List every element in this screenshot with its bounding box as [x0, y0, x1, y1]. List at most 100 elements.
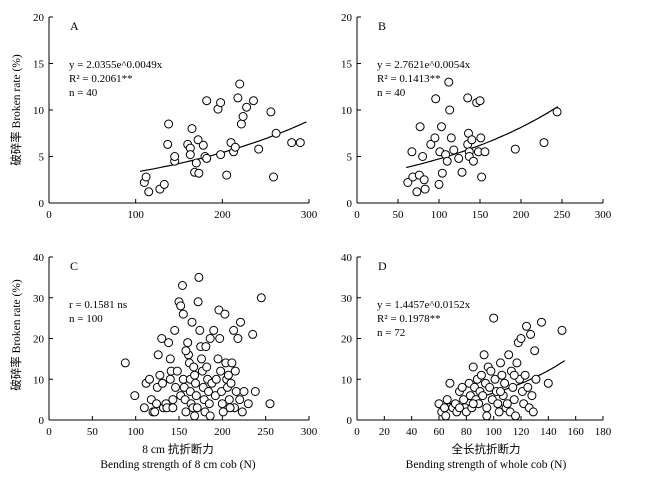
panel-b-x-tick-label: 200: [513, 209, 530, 221]
panel-c-data-point: [220, 309, 230, 319]
panel-a-data-point: [236, 119, 246, 129]
panel-c-data-point: [229, 325, 239, 335]
panel-b-y-tick-label: 10: [341, 105, 353, 117]
panel-d-data-point: [455, 403, 464, 413]
panel-a-letter: A: [70, 19, 79, 33]
panel-d-data-point: [516, 334, 526, 343]
panel-c-data-point: [183, 338, 193, 348]
panel-b-annotation-line: n = 40: [377, 87, 406, 99]
panel-a-data-point: [242, 102, 252, 112]
panel-c-data-point: [168, 403, 178, 413]
panel-c-x-tick-label: 150: [171, 426, 188, 438]
panel-c-data-point: [205, 334, 215, 343]
panel-c-data-point: [216, 366, 226, 376]
panel-c-data-point: [190, 411, 200, 421]
panel-a-annotation-line: y = 2.0355e^0.0049x: [69, 59, 163, 71]
panel-c-annotation-line: n = 100: [69, 313, 103, 325]
panel-b-data-point: [437, 122, 446, 132]
panel-a-data-point: [269, 172, 278, 182]
panel-b-data-point: [510, 144, 520, 154]
panel-c-data-point: [185, 387, 195, 396]
panel-d-data-point: [508, 382, 518, 392]
panel-c-data-point: [243, 399, 253, 409]
panel-a-data-point: [254, 144, 264, 154]
panel-b-data-point: [476, 133, 486, 143]
panel-b-letter: B: [378, 19, 386, 33]
panel-b-data-point: [437, 168, 447, 178]
panel-c-x-tick-label: 100: [127, 426, 144, 438]
panel-d-data-point: [494, 407, 504, 417]
panel-d-annotation-line: n = 72: [377, 327, 405, 339]
panel-c-data-point: [210, 391, 220, 401]
panel-d-data-point: [511, 411, 520, 421]
panel-a-x-tick-label: 100: [127, 209, 144, 221]
panel-c-data-point: [139, 403, 149, 413]
panel-b-x-tick-label: 0: [354, 209, 360, 221]
panel-a-x-tick-label: 200: [214, 209, 231, 221]
panel-a-data-point: [164, 119, 174, 129]
panel-d-data-point: [479, 350, 489, 360]
panel-d-data-point: [537, 317, 546, 327]
panel-a-data-point: [216, 98, 226, 108]
panel-b-data-point: [457, 167, 467, 177]
panel-d-data-point: [500, 378, 510, 388]
panel-d-data-point: [440, 403, 449, 413]
panel-a-data-point: [202, 96, 212, 106]
panel-d-data-point: [486, 366, 496, 376]
panel-a-y-tick-label: 5: [39, 152, 45, 164]
panel-c-data-point: [217, 387, 226, 396]
x-axis-label-left-en: Bending strength of 8 cm cob (N): [100, 459, 255, 471]
panel-a-data-point: [193, 135, 203, 145]
panel-d-y-tick-label: 40: [341, 252, 353, 264]
panel-c-data-point: [215, 334, 225, 343]
panel-a-data-point: [187, 124, 197, 134]
panel-d-data-point: [522, 321, 531, 331]
panel-d-data-point: [442, 395, 452, 405]
panel-b-x-tick-label: 50: [393, 209, 405, 221]
panel-c-data-point: [172, 366, 182, 376]
panel-c-annotation-line: r = 0.1581 ns: [69, 299, 127, 311]
panel-b-data-point: [475, 96, 485, 106]
panel-a-data-point: [230, 142, 240, 152]
panel-c-x-tick-label: 0: [46, 426, 52, 438]
panel-c-data-point: [168, 395, 178, 405]
panel-d-letter: D: [378, 259, 387, 273]
panel-a-data-point: [202, 153, 212, 163]
panel-a-data-point: [144, 187, 154, 197]
panel-d-data-point: [468, 362, 478, 372]
panel-a-data-point: [170, 152, 180, 161]
panel-d-annotation-line: y = 1.4457e^0.0152x: [377, 299, 471, 311]
panel-a-data-point: [159, 179, 169, 189]
panel-c-letter: C: [70, 259, 78, 273]
panel-c-data-point: [214, 305, 224, 315]
panel-c-data-point: [265, 399, 275, 409]
y-axis-label-top: 破碎率 Broken rate (%): [9, 54, 23, 166]
y-axis-label-bottom: 破碎率 Broken rate (%): [9, 279, 23, 391]
panel-c-data-point: [181, 407, 191, 417]
panel-a-data-point: [191, 158, 201, 168]
panel-c-data-point: [150, 407, 160, 417]
panel-d-data-point: [482, 411, 492, 421]
panel-c-data-point: [120, 358, 130, 368]
panel-c-data-point: [231, 387, 241, 396]
panel-d-data-point: [509, 370, 519, 380]
panel-a-data-point: [163, 139, 173, 149]
panel-a-x-tick-label: 0: [46, 209, 52, 221]
panel-b-x-tick-label: 250: [554, 209, 571, 221]
panel-d-y-tick-label: 20: [341, 334, 353, 346]
panel-d-data-point: [482, 403, 492, 413]
panel-c-data-point: [165, 354, 175, 364]
panel-b-data-point: [431, 94, 441, 104]
panel-d-x-tick-label: 120: [513, 426, 530, 438]
panel-b-y-tick-label: 15: [341, 59, 353, 71]
panel-d-data-point: [520, 370, 530, 380]
panel-a-data-point: [233, 93, 243, 103]
panel-c-data-point: [153, 350, 163, 360]
panel-d-data-point: [468, 399, 478, 409]
panel-c-data-point: [155, 370, 165, 380]
panel-b-data-point: [539, 138, 549, 148]
panel-a-data-point: [295, 138, 305, 148]
panel-a-data-point: [185, 150, 195, 160]
panel-d-x-tick-label: 80: [461, 426, 473, 438]
panel-c-data-point: [226, 378, 236, 388]
